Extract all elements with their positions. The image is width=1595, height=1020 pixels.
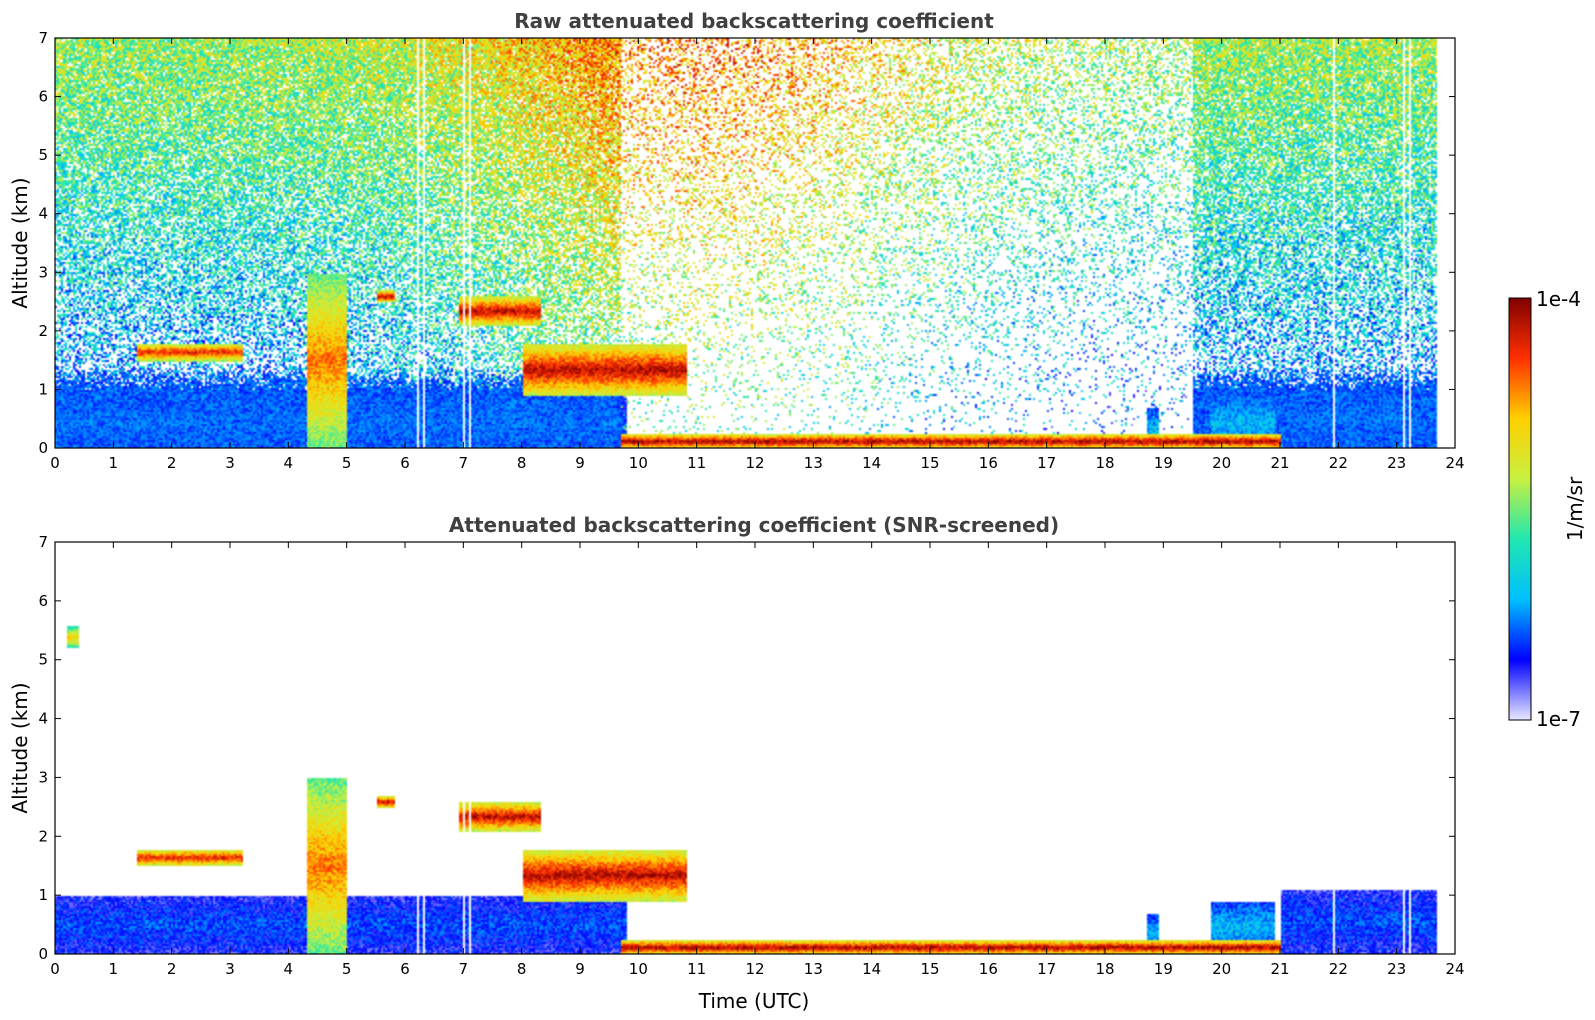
x-tick-label: 20 <box>1212 960 1231 978</box>
x-tick-label: 5 <box>342 454 352 472</box>
x-tick-label: 3 <box>225 960 235 978</box>
x-tick-label: 1 <box>109 960 119 978</box>
y-tick-label: 1 <box>38 380 48 398</box>
x-tick-label: 9 <box>575 960 585 978</box>
y-tick-label: 3 <box>38 263 48 281</box>
bottom-y-axis-label: Altitude (km) <box>8 682 32 813</box>
x-tick-label: 22 <box>1329 960 1348 978</box>
x-tick-label: 23 <box>1387 960 1406 978</box>
x-tick-label: 6 <box>400 454 410 472</box>
x-tick-label: 4 <box>284 960 294 978</box>
y-tick-label: 5 <box>38 651 48 669</box>
x-tick-label: 17 <box>1037 960 1056 978</box>
y-tick-label: 2 <box>38 322 48 340</box>
y-tick-label: 6 <box>38 592 48 610</box>
colorbar-gradient <box>1508 297 1532 721</box>
x-tick-label: 19 <box>1154 454 1173 472</box>
x-tick-label: 7 <box>459 960 469 978</box>
x-tick-label: 15 <box>920 960 939 978</box>
x-tick-label: 9 <box>575 454 585 472</box>
x-tick-label: 1 <box>109 454 119 472</box>
x-tick-label: 3 <box>225 454 235 472</box>
y-tick-label: 7 <box>38 533 48 551</box>
x-tick-label: 10 <box>629 454 648 472</box>
x-tick-label: 11 <box>687 454 706 472</box>
x-tick-label: 4 <box>284 454 294 472</box>
bottom-panel: Attenuated backscattering coefficient (S… <box>8 513 1465 1013</box>
x-tick-label: 24 <box>1445 960 1464 978</box>
y-tick-label: 4 <box>38 205 48 223</box>
bottom-axis-ticks: 0 1 2 3 4 5 6 7 8 9 10 11 12 13 14 15 16 17 18 19 20 21 22 23 24… <box>38 533 1464 978</box>
x-tick-label: 8 <box>517 960 527 978</box>
y-tick-label: 0 <box>38 945 48 963</box>
x-tick-label: 6 <box>400 960 410 978</box>
bottom-heatmap-image <box>55 542 1455 954</box>
y-tick-label: 2 <box>38 827 48 845</box>
x-tick-label: 2 <box>167 960 177 978</box>
y-tick-label: 3 <box>38 768 48 786</box>
x-tick-label: 18 <box>1095 960 1114 978</box>
x-tick-label: 24 <box>1445 454 1464 472</box>
x-tick-label: 17 <box>1037 454 1056 472</box>
colorbar-max-label: 1e-4 <box>1536 287 1581 311</box>
y-tick-label: 0 <box>38 439 48 457</box>
x-tick-label: 19 <box>1154 960 1173 978</box>
x-tick-label: 13 <box>804 454 823 472</box>
x-tick-label: 14 <box>862 454 881 472</box>
top-axis-ticks: 0 1 2 3 4 5 6 7 8 9 10 11 12 13 14 15 16 17 18 19 20 21 22 23 24… <box>38 29 1464 472</box>
x-tick-label: 2 <box>167 454 177 472</box>
top-panel: Raw attenuated backscattering coefficien… <box>8 9 1465 472</box>
x-tick-label: 21 <box>1270 960 1289 978</box>
x-tick-label: 15 <box>920 454 939 472</box>
x-tick-label: 11 <box>687 960 706 978</box>
x-axis-label: Time (UTC) <box>698 989 810 1013</box>
y-tick-label: 7 <box>38 29 48 47</box>
colorbar: 1e-4 1e-7 1/m/sr <box>1508 287 1587 731</box>
x-tick-label: 13 <box>804 960 823 978</box>
x-tick-label: 10 <box>629 960 648 978</box>
x-tick-label: 16 <box>979 454 998 472</box>
y-tick-label: 6 <box>38 88 48 106</box>
top-heatmap-image <box>55 38 1455 448</box>
top-panel-title: Raw attenuated backscattering coefficien… <box>514 9 994 33</box>
colorbar-unit-label: 1/m/sr <box>1563 476 1587 541</box>
x-tick-label: 22 <box>1329 454 1348 472</box>
x-tick-label: 5 <box>342 960 352 978</box>
x-tick-label: 20 <box>1212 454 1231 472</box>
colorbar-min-label: 1e-7 <box>1536 707 1581 731</box>
top-y-axis-label: Altitude (km) <box>8 177 32 308</box>
x-tick-label: 18 <box>1095 454 1114 472</box>
x-tick-label: 23 <box>1387 454 1406 472</box>
y-tick-label: 4 <box>38 710 48 728</box>
x-tick-label: 21 <box>1270 454 1289 472</box>
x-tick-label: 14 <box>862 960 881 978</box>
x-tick-label: 12 <box>745 960 764 978</box>
bottom-panel-title: Attenuated backscattering coefficient (S… <box>449 513 1059 537</box>
y-tick-label: 5 <box>38 146 48 164</box>
x-tick-label: 7 <box>459 454 469 472</box>
x-tick-label: 16 <box>979 960 998 978</box>
y-tick-label: 1 <box>38 886 48 904</box>
x-tick-label: 12 <box>745 454 764 472</box>
x-tick-label: 8 <box>517 454 527 472</box>
x-tick-label: 0 <box>50 454 60 472</box>
x-tick-label: 0 <box>50 960 60 978</box>
